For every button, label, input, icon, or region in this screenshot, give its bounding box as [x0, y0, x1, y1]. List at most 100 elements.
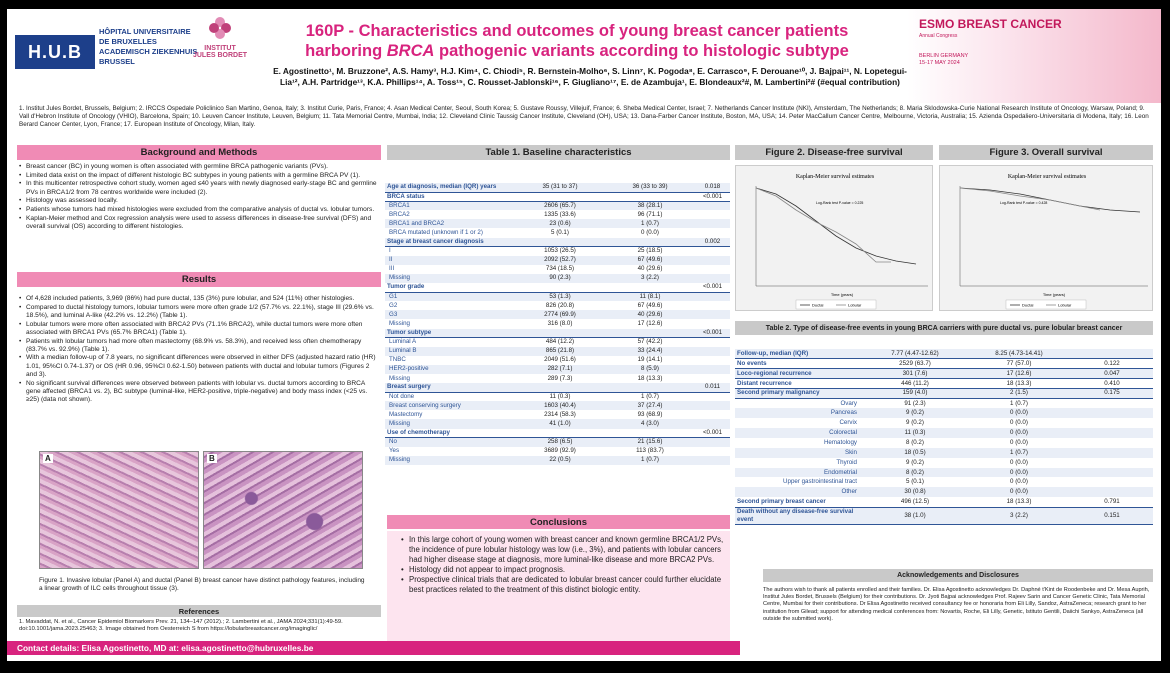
list-item: Lobular tumors were more often associate… — [19, 321, 381, 337]
table-row: Missing 22 (0.5) 1 (0.7) — [385, 455, 730, 465]
pvalue-label: Log-Rank test P-value = 0.225 — [816, 201, 863, 205]
p-value — [695, 410, 730, 420]
row-label: BRCA mutated (unknown if 1 or 2) — [385, 228, 515, 238]
p-value — [695, 264, 730, 274]
p-value: <0.001 — [695, 283, 730, 293]
row-label: I — [385, 246, 515, 256]
ductal-curve — [755, 187, 917, 265]
ductal-value: 496 (12.5) — [863, 497, 967, 508]
ductal-value: 484 (12.2) — [515, 337, 605, 347]
p-value: 0.047 — [1071, 368, 1153, 380]
table-row: Mastectomy 2314 (58.3) 93 (68.9) — [385, 410, 730, 420]
p-value — [1071, 348, 1153, 360]
ductal-value — [515, 383, 605, 393]
lobular-value: 40 (29.6) — [605, 310, 695, 320]
row-label: II — [385, 255, 515, 265]
row-label: Thyroid — [735, 457, 863, 468]
col-header-pvalue: P value — [695, 163, 730, 183]
col-header-ductal: Pure ductal BC n=3969 — [515, 163, 605, 183]
table-row: Colorectal 11 (0.3) 0 (0.0) — [735, 428, 1153, 438]
ductal-value: 2049 (51.6) — [515, 355, 605, 365]
lobular-value: 0 (0.0) — [967, 467, 1071, 478]
p-value — [695, 319, 730, 329]
lobular-value — [605, 192, 695, 202]
p-value — [1071, 447, 1153, 458]
p-value — [695, 273, 730, 284]
ductal-value: 282 (7.1) — [515, 364, 605, 374]
lobular-value: 0 (0.0) — [967, 477, 1071, 488]
lobular-value: 40 (29.6) — [605, 264, 695, 274]
table-row: Other 30 (0.8) 0 (0.0) — [735, 487, 1153, 498]
table-row: Distant recurrence 446 (11.2) 18 (13.3) 0.4… — [735, 378, 1153, 389]
table-row: I 1053 (26.5) 25 (18.5) — [385, 246, 730, 256]
lobular-value: 17 (12.6) — [967, 368, 1071, 380]
row-label: Missing — [385, 419, 515, 429]
p-value — [695, 392, 730, 402]
row-label: Missing — [385, 273, 515, 284]
row-label: Tumor grade — [385, 283, 515, 293]
fig3-heading: Figure 3. Overall survival — [939, 145, 1153, 160]
lobular-value: 96 (71.1) — [605, 210, 695, 220]
fig2-heading: Figure 2. Disease-free survival — [735, 145, 933, 160]
references-heading: References — [17, 605, 381, 617]
row-label: HER2-positive — [385, 364, 515, 374]
results-heading: Results — [17, 272, 381, 287]
background-heading: Background and Methods — [17, 145, 381, 160]
ductal-value: 2606 (65.7) — [515, 201, 605, 211]
table-row: Cervix 9 (0.2) 0 (0.0) — [735, 418, 1153, 429]
results-text: Of 4,628 included patients, 3,969 (86%) … — [19, 295, 381, 405]
table-header-row: Pure ductal BC n=3969 Pure lobular BC n=… — [385, 163, 730, 183]
ductal-value: 1053 (26.5) — [515, 246, 605, 256]
ductal-value: 3689 (92.9) — [515, 446, 605, 456]
os-km-svg: Kaplan-Meier survival estimates Log-Rank… — [959, 174, 1148, 310]
p-value — [695, 201, 730, 211]
p-value — [695, 401, 730, 411]
table-row: Skin 18 (0.5) 1 (0.7) — [735, 447, 1153, 458]
row-label: TNBC — [385, 355, 515, 365]
ack-heading: Acknowledgements and Disclosures — [763, 569, 1153, 582]
x-axis-label: Time (years) — [831, 292, 854, 297]
ductal-value: 301 (7.6) — [863, 368, 967, 380]
p-value — [695, 437, 730, 447]
ductal-value: 316 (8.0) — [515, 319, 605, 329]
p-value — [1071, 398, 1153, 409]
ack-text: The authors wish to thank all patients e… — [763, 587, 1150, 622]
ductal-value: 2774 (69.9) — [515, 310, 605, 320]
lobular-value: 17 (12.6) — [605, 319, 695, 329]
row-label: Pancreas — [735, 408, 863, 419]
lobular-value: 8 (5.9) — [605, 364, 695, 374]
ductal-value: 90 (2.3) — [515, 273, 605, 284]
row-label: Other — [735, 487, 863, 498]
lobular-value: 0 (0.0) — [967, 408, 1071, 419]
row-label: Missing — [385, 373, 515, 384]
col-header-ductal: Pure ductal BC N (%) n=3969 — [863, 339, 967, 349]
table-row: Loco-regional recurrence 301 (7.6) 17 (12.… — [735, 368, 1153, 380]
ductal-value: 91 (2.3) — [863, 398, 967, 409]
ductal-value: 159 (4.0) — [863, 388, 967, 399]
list-item: With a median follow-up of 7.8 years, no… — [19, 354, 381, 379]
row-label: Death without any disease-free survival … — [735, 507, 863, 525]
lobular-value: 18 (13.3) — [967, 497, 1071, 508]
list-item: Patients whose tumors had mixed histolog… — [19, 206, 381, 214]
table-row: Age at diagnosis, median (IQR) years 35 (… — [385, 183, 730, 193]
lobular-curve — [959, 187, 1101, 211]
poster: H.U.B HÔPITAL UNIVERSITAIRE DE BRUXELLES… — [7, 9, 1161, 661]
p-value: 0.175 — [1071, 388, 1153, 399]
table-row: Ovary 91 (2.3) 1 (0.7) — [735, 398, 1153, 409]
table-row: Breast conserving surgery 1603 (40.4) 37 (… — [385, 401, 730, 411]
row-label: Breast conserving surgery — [385, 401, 515, 411]
row-label: G2 — [385, 301, 515, 311]
table-row: G2 826 (20.8) 67 (49.6) — [385, 301, 730, 311]
list-item: Limited data exist on the impact of diff… — [19, 172, 381, 180]
table-row: Missing 316 (8.0) 17 (12.6) — [385, 319, 730, 329]
p-value — [1071, 408, 1153, 419]
row-label: Follow-up, median (IQR) — [735, 348, 863, 360]
ductal-value: 38 (1.0) — [863, 507, 967, 525]
lobular-value: 0 (0.0) — [967, 457, 1071, 468]
p-value: 0.011 — [695, 383, 730, 393]
p-value — [695, 301, 730, 311]
lobular-value: 57 (42.2) — [605, 337, 695, 347]
row-label: Yes — [385, 446, 515, 456]
row-label: BRCA2 — [385, 210, 515, 220]
row-label: Breast surgery — [385, 383, 515, 393]
